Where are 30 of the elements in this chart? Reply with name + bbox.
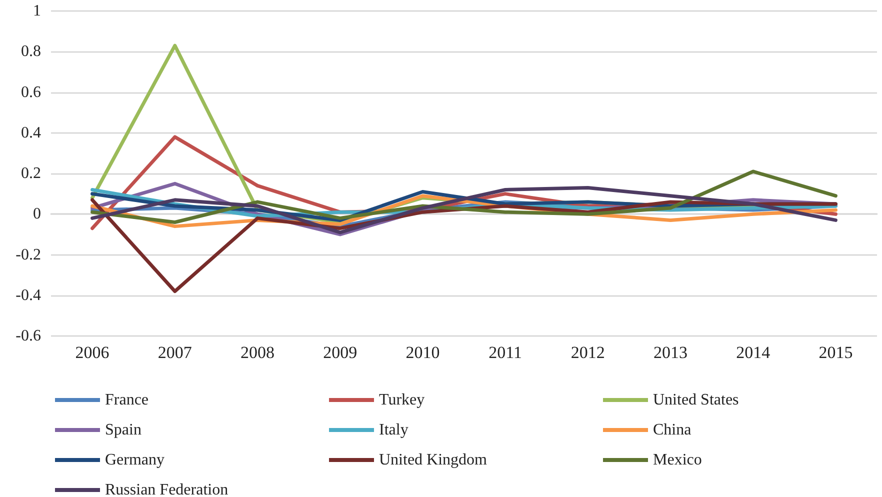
x-tick-label: 2011 bbox=[488, 343, 522, 362]
x-tick-label: 2012 bbox=[570, 343, 605, 362]
legend-label: Turkey bbox=[379, 392, 425, 408]
line-series bbox=[90, 170, 838, 224]
y-tick-label: 1 bbox=[33, 2, 41, 20]
legend-label: Italy bbox=[379, 422, 408, 438]
y-tick-label: 0.4 bbox=[21, 124, 41, 142]
y-tick-label: 0.8 bbox=[21, 43, 41, 60]
legend-label: United Kingdom bbox=[379, 452, 488, 468]
legend-label: China bbox=[653, 422, 692, 438]
y-tick-label: -0.4 bbox=[16, 286, 41, 304]
x-tick-label: 2014 bbox=[736, 343, 771, 362]
legend-label: Spain bbox=[105, 422, 142, 438]
x-tick-label: 2010 bbox=[406, 343, 440, 362]
legend-label: Russian Federation bbox=[105, 482, 228, 497]
x-tick-label: 2009 bbox=[323, 343, 358, 362]
x-tick-label: 2007 bbox=[158, 343, 192, 362]
legend-label: United States bbox=[653, 392, 739, 408]
legend-label: Mexico bbox=[653, 452, 702, 468]
y-tick-label: -0.6 bbox=[16, 328, 41, 344]
x-tick-label: 2013 bbox=[654, 343, 688, 362]
x-tick-label: 2006 bbox=[75, 343, 110, 362]
y-tick-label: 0.6 bbox=[21, 84, 41, 101]
y-tick-label: 0 bbox=[33, 206, 41, 223]
y-tick-label: -0.2 bbox=[16, 246, 41, 264]
x-tick-label: 2008 bbox=[240, 343, 274, 362]
y-tick-label: 0.2 bbox=[21, 165, 41, 182]
legend-label: France bbox=[105, 392, 149, 408]
legend-label: Germany bbox=[105, 452, 165, 468]
x-tick-label: 2015 bbox=[818, 343, 853, 362]
